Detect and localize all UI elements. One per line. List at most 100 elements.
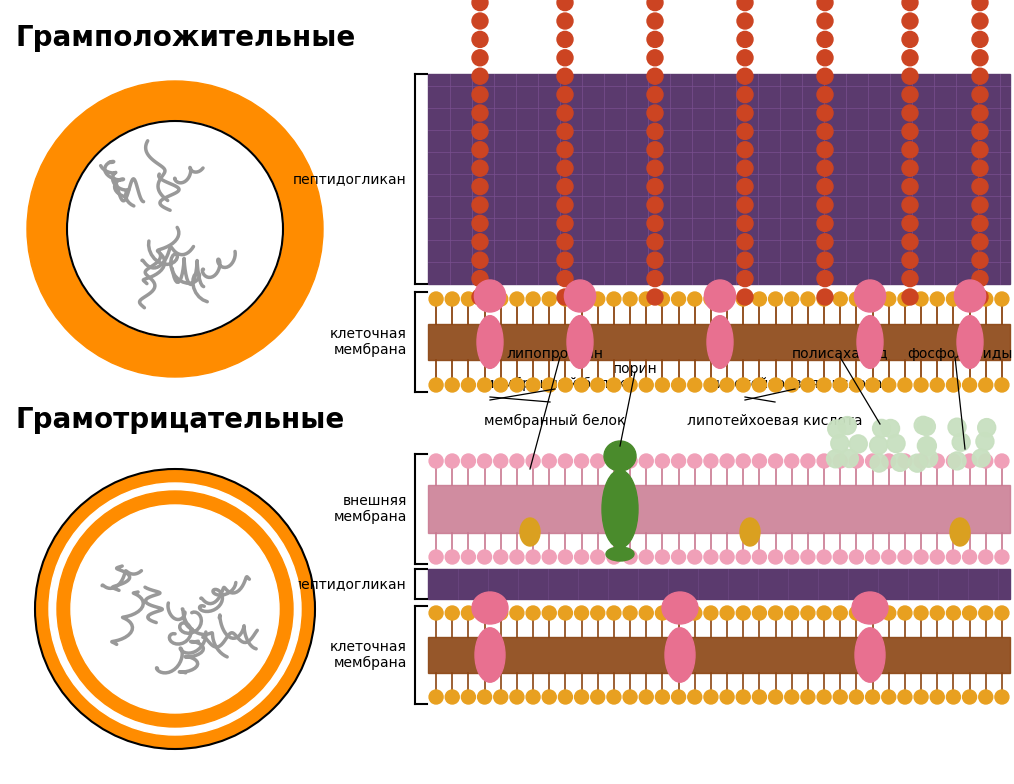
Circle shape	[914, 292, 928, 306]
Circle shape	[817, 105, 832, 121]
Text: мембранный белок: мембранный белок	[485, 377, 626, 391]
Circle shape	[801, 378, 815, 392]
Circle shape	[898, 606, 912, 620]
Circle shape	[623, 292, 637, 306]
Circle shape	[898, 550, 912, 564]
Circle shape	[557, 216, 573, 231]
Circle shape	[930, 550, 944, 564]
Circle shape	[737, 234, 753, 250]
Ellipse shape	[565, 280, 595, 312]
Circle shape	[850, 454, 863, 468]
Circle shape	[71, 505, 279, 713]
Circle shape	[975, 433, 994, 451]
Text: пептидогликан: пептидогликан	[293, 577, 407, 591]
Circle shape	[736, 454, 750, 468]
Text: клеточная
мембрана: клеточная мембрана	[331, 327, 407, 358]
Ellipse shape	[602, 470, 638, 548]
Ellipse shape	[957, 316, 983, 368]
Circle shape	[866, 378, 879, 392]
Circle shape	[737, 197, 753, 213]
Circle shape	[737, 160, 753, 176]
Circle shape	[575, 378, 588, 392]
Circle shape	[575, 606, 588, 620]
Circle shape	[461, 378, 476, 392]
Ellipse shape	[477, 316, 503, 368]
Circle shape	[510, 606, 524, 620]
Circle shape	[834, 550, 848, 564]
Circle shape	[647, 68, 663, 84]
Circle shape	[445, 690, 459, 704]
Circle shape	[902, 123, 918, 140]
Bar	[428, 569, 1010, 599]
Circle shape	[647, 270, 663, 287]
Circle shape	[972, 123, 988, 140]
Circle shape	[591, 378, 604, 392]
Circle shape	[639, 454, 653, 468]
Circle shape	[704, 292, 718, 306]
Circle shape	[882, 378, 895, 392]
Circle shape	[607, 292, 621, 306]
Circle shape	[557, 50, 573, 66]
Circle shape	[623, 454, 637, 468]
Circle shape	[915, 416, 932, 434]
Circle shape	[736, 378, 750, 392]
Ellipse shape	[855, 280, 885, 312]
Circle shape	[769, 550, 783, 564]
Circle shape	[559, 378, 573, 392]
Circle shape	[902, 68, 918, 84]
Circle shape	[962, 454, 976, 468]
Circle shape	[979, 454, 993, 468]
Circle shape	[834, 378, 848, 392]
Circle shape	[898, 378, 912, 392]
Circle shape	[972, 270, 988, 287]
Circle shape	[461, 292, 476, 306]
Circle shape	[542, 454, 557, 468]
Bar	[428, 324, 1010, 360]
Circle shape	[817, 68, 832, 84]
Circle shape	[647, 160, 663, 176]
Circle shape	[647, 234, 663, 250]
Circle shape	[919, 437, 936, 455]
Circle shape	[623, 378, 637, 392]
Ellipse shape	[665, 628, 695, 682]
Circle shape	[687, 454, 702, 468]
Circle shape	[445, 550, 459, 564]
Circle shape	[591, 690, 604, 704]
Circle shape	[834, 690, 848, 704]
Circle shape	[647, 123, 663, 140]
Bar	[428, 485, 1010, 533]
Text: порин: порин	[612, 362, 657, 376]
Circle shape	[557, 289, 573, 305]
Circle shape	[946, 292, 960, 306]
Circle shape	[995, 606, 1009, 620]
Circle shape	[902, 160, 918, 176]
Circle shape	[930, 292, 944, 306]
Circle shape	[671, 606, 685, 620]
Circle shape	[472, 142, 488, 158]
Circle shape	[472, 252, 488, 268]
Circle shape	[914, 454, 928, 468]
Circle shape	[478, 378, 492, 392]
Circle shape	[972, 86, 988, 103]
Circle shape	[472, 50, 488, 66]
Circle shape	[930, 378, 944, 392]
Circle shape	[27, 81, 323, 377]
Circle shape	[510, 292, 524, 306]
Circle shape	[575, 292, 588, 306]
Circle shape	[472, 216, 488, 231]
Circle shape	[909, 454, 926, 472]
Circle shape	[720, 690, 734, 704]
Circle shape	[962, 690, 976, 704]
Circle shape	[557, 160, 573, 176]
Circle shape	[510, 378, 524, 392]
Circle shape	[817, 378, 831, 392]
Circle shape	[850, 292, 863, 306]
Circle shape	[946, 378, 960, 392]
Circle shape	[687, 550, 702, 564]
Circle shape	[472, 0, 488, 11]
Circle shape	[902, 252, 918, 268]
Circle shape	[866, 454, 879, 468]
Circle shape	[687, 690, 702, 704]
Circle shape	[736, 550, 750, 564]
Text: клеточная
мембрана: клеточная мембрана	[331, 640, 407, 670]
